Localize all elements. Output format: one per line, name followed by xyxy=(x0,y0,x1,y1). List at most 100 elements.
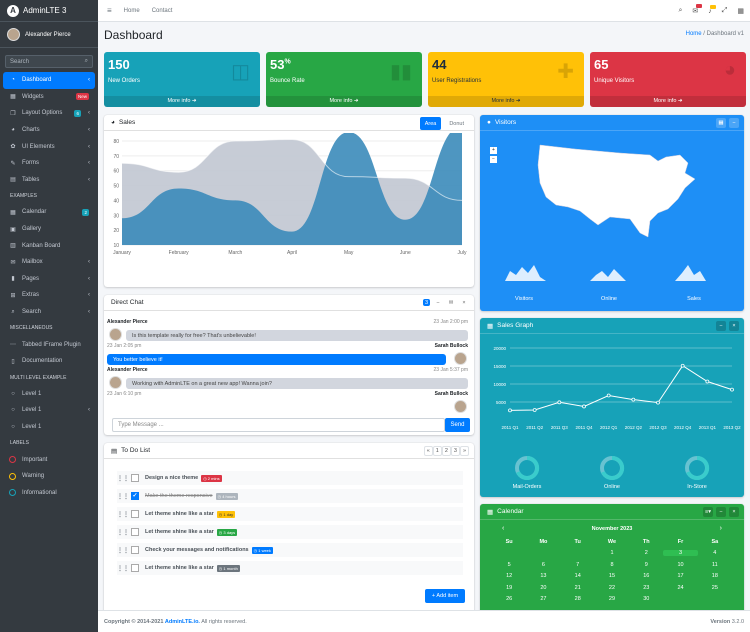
more-info-link[interactable]: More info ➜ xyxy=(428,96,584,107)
todo-item[interactable]: ⋮⋮ ✓ Make the theme responsive ◷ 4 hours xyxy=(117,489,463,503)
drag-handle-icon[interactable]: ⋮⋮ xyxy=(117,529,129,536)
calendar-icon[interactable]: ▦ xyxy=(716,118,726,128)
calendar-day[interactable]: 25 xyxy=(711,584,718,591)
todo-item[interactable]: ⋮⋮ Check your messages and notifications ◷… xyxy=(117,543,463,557)
minus-icon[interactable]: − xyxy=(716,507,726,517)
calendar-day[interactable]: 18 xyxy=(711,573,718,580)
todo-checkbox[interactable] xyxy=(131,546,139,554)
pagination-item[interactable]: 3 xyxy=(450,446,460,456)
drag-handle-icon[interactable]: ⋮⋮ xyxy=(117,475,129,482)
sidebar-search-input[interactable]: Search xyxy=(10,58,30,65)
sidebar-item-level-1[interactable]: ○ Level 1 xyxy=(3,386,95,403)
minus-icon[interactable]: − xyxy=(729,118,739,128)
nav-contact-link[interactable]: Contact xyxy=(151,7,173,14)
todo-item[interactable]: ⋮⋮ Let theme shine like a star ◷ 1 month xyxy=(117,561,463,575)
calendar-day[interactable]: 24 xyxy=(677,584,684,591)
calendar-day[interactable]: 2 xyxy=(644,550,648,557)
user-panel[interactable]: Alexander Pierce xyxy=(0,22,98,48)
drag-handle-icon[interactable]: ⋮⋮ xyxy=(117,547,129,554)
pagination-item[interactable]: 1 xyxy=(432,446,442,456)
calendar-day[interactable]: 13 xyxy=(540,573,547,580)
calendar-day[interactable]: 16 xyxy=(643,573,650,580)
hamburger-icon[interactable]: ≡ xyxy=(107,6,112,15)
more-info-link[interactable]: More info ➜ xyxy=(266,96,422,107)
sidebar-search[interactable]: Search ⌕ xyxy=(5,55,93,68)
sidebar-item-ui-elements[interactable]: ✿ UI Elements ‹ xyxy=(3,138,95,155)
expand-icon[interactable]: ⤢ xyxy=(721,7,728,14)
calendar-day[interactable]: 8 xyxy=(610,561,614,568)
send-button[interactable]: Send xyxy=(445,418,470,432)
calendar-day[interactable]: 21 xyxy=(574,584,581,591)
breadcrumb-home[interactable]: Home xyxy=(685,31,702,37)
calendar-day[interactable]: 11 xyxy=(711,561,718,568)
minus-icon[interactable]: − xyxy=(716,321,726,331)
pagination-item[interactable]: 2 xyxy=(441,446,451,456)
drag-handle-icon[interactable]: ⋮⋮ xyxy=(117,493,129,500)
todo-checkbox[interactable] xyxy=(131,564,139,572)
chat-input[interactable]: Type Message ... xyxy=(112,418,445,432)
calendar-next-icon[interactable]: › xyxy=(719,525,722,532)
calendar-day[interactable]: 26 xyxy=(506,596,513,603)
todo-checkbox[interactable] xyxy=(131,528,139,536)
calendar-day[interactable]: 17 xyxy=(677,573,684,580)
calendar-day[interactable]: 30 xyxy=(643,596,650,603)
calendar-day[interactable]: 27 xyxy=(540,596,547,603)
calendar-day[interactable]: 5 xyxy=(507,561,511,568)
calendar-day[interactable]: 14 xyxy=(574,573,581,580)
close-icon[interactable]: × xyxy=(729,507,739,517)
calendar-day[interactable]: 3 xyxy=(663,550,698,557)
tab-area[interactable]: Area xyxy=(419,117,442,130)
sidebar-item-warning[interactable]: Warning xyxy=(3,468,95,485)
comments-icon[interactable]: ✉ xyxy=(448,300,454,306)
nav-home-link[interactable]: Home xyxy=(123,7,140,14)
sidebar-item-extras[interactable]: ⊞ Extras ‹ xyxy=(3,287,95,304)
sidebar-item-gallery[interactable]: ▣ Gallery xyxy=(3,221,95,238)
comments-icon[interactable]: ✉ xyxy=(692,4,703,15)
bell-icon[interactable]: ♪ xyxy=(708,4,716,15)
sidebar-item-important[interactable]: Important xyxy=(3,451,95,468)
sidebar-item-kanban-board[interactable]: ▥ Kanban Board xyxy=(3,237,95,254)
more-info-link[interactable]: More info ➜ xyxy=(104,96,260,107)
calendar-day[interactable]: 7 xyxy=(576,561,580,568)
calendar-day[interactable]: 23 xyxy=(643,584,650,591)
todo-item[interactable]: ⋮⋮ Let theme shine like a star ◷ 3 days xyxy=(117,525,463,539)
calendar-day[interactable]: 29 xyxy=(608,596,616,603)
zoom-in-icon[interactable]: + xyxy=(490,147,497,154)
drag-handle-icon[interactable]: ⋮⋮ xyxy=(117,565,129,572)
calendar-day[interactable]: 19 xyxy=(506,584,513,591)
tab-donut[interactable]: Donut xyxy=(449,120,464,127)
calendar-day[interactable]: 22 xyxy=(608,584,616,591)
sidebar-item-forms[interactable]: ✎ Forms ‹ xyxy=(3,155,95,172)
th-large-icon[interactable]: ▦ xyxy=(737,8,744,15)
close-icon[interactable]: × xyxy=(462,300,466,306)
sidebar-item-charts[interactable]: ◕ Charts ‹ xyxy=(3,122,95,139)
calendar-day[interactable]: 10 xyxy=(677,561,684,568)
sidebar-item-tables[interactable]: ▤ Tables ‹ xyxy=(3,172,95,189)
brand-link[interactable]: A AdminLTE 3 xyxy=(0,0,98,22)
footer-brand-link[interactable]: AdminLTE.io. xyxy=(164,618,200,625)
minus-icon[interactable]: − xyxy=(436,300,440,306)
drag-handle-icon[interactable]: ⋮⋮ xyxy=(117,511,129,518)
calendar-day[interactable]: 28 xyxy=(574,596,581,603)
sidebar-item-search[interactable]: ⌕ Search ‹ xyxy=(3,304,95,321)
sidebar-item-dashboard[interactable]: ◔ Dashboard ‹ xyxy=(3,72,95,89)
todo-checkbox[interactable]: ✓ xyxy=(131,492,139,500)
sidebar-item-level-1[interactable]: ○ Level 1 xyxy=(3,419,95,436)
calendar-day[interactable]: 20 xyxy=(540,584,547,591)
sidebar-item-documentation[interactable]: ▯ Documentation xyxy=(3,353,95,370)
calendar-day[interactable]: 12 xyxy=(506,573,513,580)
todo-item[interactable]: ⋮⋮ Let theme shine like a star ◷ 1 day xyxy=(117,507,463,521)
pagination-item[interactable]: « xyxy=(423,446,433,456)
calendar-day[interactable]: 15 xyxy=(608,573,616,580)
calendar-day[interactable]: 1 xyxy=(610,550,614,557)
sidebar-item-informational[interactable]: Informational xyxy=(3,484,95,501)
close-icon[interactable]: × xyxy=(729,321,739,331)
sidebar-item-tabbed-iframe-plugin[interactable]: ⋯ Tabbed IFrame Plugin xyxy=(3,336,95,353)
search-icon[interactable]: ⌕ xyxy=(84,58,88,64)
todo-checkbox[interactable] xyxy=(131,510,139,518)
todo-checkbox[interactable] xyxy=(131,474,139,482)
todo-item[interactable]: ⋮⋮ Design a nice theme ◷ 2 mins xyxy=(117,471,463,485)
calendar-prev-icon[interactable]: ‹ xyxy=(502,525,505,532)
sidebar-item-layout-options[interactable]: ❐ Layout Options 6 ‹ xyxy=(3,105,95,122)
sidebar-item-pages[interactable]: ▮ Pages ‹ xyxy=(3,271,95,288)
